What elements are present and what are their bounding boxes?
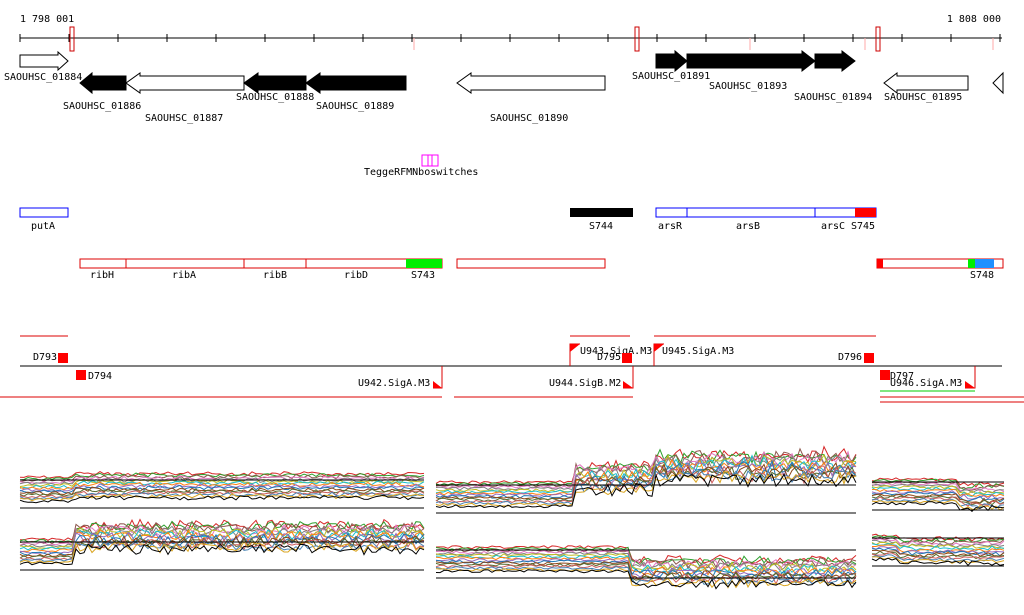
gene-arrow-SAOUHSC_01894[interactable] [814, 49, 856, 73]
tu-label: D795 [597, 352, 621, 363]
gene-label: SAOUHSC_01895 [884, 92, 962, 103]
promoter-U943[interactable] [570, 344, 580, 352]
operon-S748-fill[interactable] [975, 259, 994, 268]
tu-label: U946.SigA.M3 [890, 378, 962, 389]
terminator-D797[interactable] [880, 370, 890, 380]
gene-arrow-SAOUHSC_01888[interactable] [243, 72, 307, 94]
gene-arrow-SAOUHSC_01889[interactable] [305, 72, 407, 94]
operon-label: arsC [821, 221, 845, 232]
ruler-marker[interactable] [875, 26, 881, 52]
promoter-U944[interactable] [623, 381, 633, 388]
promoter-U946[interactable] [965, 381, 975, 388]
ruler-end-label: 1 808 000 [947, 14, 1001, 25]
ruler-marker[interactable] [69, 26, 75, 52]
gene-label: SAOUHSC_01884 [4, 72, 82, 83]
operon-label: S743 [411, 270, 435, 281]
gene-arrow-SAOUHSC_01884[interactable] [19, 50, 69, 72]
operon-label: S745 [851, 221, 875, 232]
tu-label: D796 [838, 352, 862, 363]
operon-track-blue: putA S744 arsR arsB arsC S745 [19, 207, 877, 232]
terminator-D796[interactable] [864, 353, 874, 363]
expression-profile-track [19, 445, 1005, 590]
operon-label: putA [31, 221, 55, 232]
operon-putA[interactable] [19, 207, 69, 218]
promoter-U942[interactable] [433, 381, 442, 388]
operon-label: S748 [970, 270, 994, 281]
tu-label: U944.SigB.M2 [549, 378, 621, 389]
operon-S745-fill[interactable] [855, 208, 876, 217]
gene-label: SAOUHSC_01893 [709, 81, 787, 92]
operon-S743-fill[interactable] [406, 259, 442, 268]
gene-arrow-SAOUHSC_01891[interactable] [655, 49, 688, 73]
tu-label: U942.SigA.M3 [358, 378, 430, 389]
tu-label: D797 [890, 371, 914, 382]
riboswitch-box[interactable] [427, 154, 439, 167]
gene-label: SAOUHSC_01891 [632, 71, 710, 82]
gene-arrow-SAOUHSC_01887[interactable] [125, 72, 245, 94]
gene-label: SAOUHSC_01888 [236, 92, 314, 103]
coordinate-ruler: 1 798 001 1 808 000 [19, 14, 1002, 52]
promoter-U945[interactable] [654, 344, 664, 352]
gene-arrow-SAOUHSC_01893[interactable] [686, 49, 816, 73]
riboswitch-track: TeggeRFMNboswitches [364, 154, 478, 178]
ruler-start-label: 1 798 001 [20, 14, 74, 25]
operon-label: ribA [172, 270, 196, 281]
operon-label: ribD [344, 270, 368, 281]
gene-label: SAOUHSC_01886 [63, 101, 141, 112]
terminator-D795[interactable] [622, 353, 632, 363]
gene-label: SAOUHSC_01894 [794, 92, 872, 103]
gene-arrow-SAOUHSC_01895[interactable] [883, 71, 969, 95]
operon-track-red: ribH ribA ribB ribD S743 S748 [79, 258, 1004, 281]
gene-arrow-SAOUHSC_01886[interactable] [79, 71, 127, 95]
terminator-D794[interactable] [76, 370, 86, 380]
gene-arrow-partial[interactable] [992, 71, 1004, 95]
riboswitch-label: TeggeRFMNboswitches [364, 167, 478, 178]
tu-label: D794 [88, 371, 112, 382]
tu-label: U943.SigA.M3 [580, 346, 652, 357]
terminator-D793[interactable] [58, 353, 68, 363]
tu-label: D793 [33, 352, 57, 363]
gene-label: SAOUHSC_01887 [145, 113, 223, 124]
ruler-marker[interactable] [634, 26, 640, 52]
operon-S744[interactable] [570, 208, 633, 217]
operon-unnamed[interactable] [456, 258, 606, 269]
operon-label: ribB [263, 270, 287, 281]
operon-label: arsB [736, 221, 760, 232]
operon-label: arsR [658, 221, 683, 232]
gene-label: SAOUHSC_01890 [490, 113, 568, 124]
tu-label: U945.SigA.M3 [662, 346, 734, 357]
operon-label: S744 [589, 221, 613, 232]
gene-label: SAOUHSC_01889 [316, 101, 394, 112]
transcription-track: D793 D794 U942.SigA.M3 U943.SigA.M3 D795… [0, 335, 1024, 403]
operon-rib[interactable] [79, 258, 443, 269]
operon-label: ribH [90, 270, 114, 281]
operon-arsRBC[interactable] [655, 207, 877, 218]
gene-arrow-SAOUHSC_01890[interactable] [456, 72, 606, 94]
gene-track: SAOUHSC_01884 SAOUHSC_01886 SAOUHSC_0188… [4, 49, 1004, 124]
riboswitch-box[interactable] [421, 154, 433, 167]
